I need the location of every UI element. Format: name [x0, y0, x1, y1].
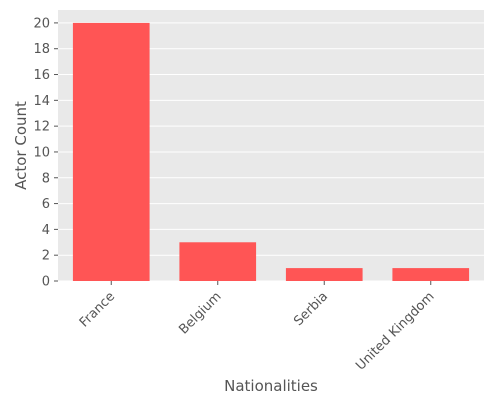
x-tick-label-france: France — [77, 289, 118, 330]
y-tick-label-6: 12 — [33, 120, 50, 135]
x-axis-label: Nationalities — [224, 377, 318, 395]
y-tick-label-9: 18 — [33, 42, 50, 57]
y-tick-label-0: 0 — [42, 275, 50, 290]
bar-belgium — [179, 242, 257, 281]
y-tick-label-4: 8 — [42, 171, 50, 186]
y-tick-label-2: 4 — [42, 223, 50, 238]
y-tick-label-3: 6 — [42, 197, 50, 212]
bar-france — [72, 22, 150, 282]
bars — [72, 22, 470, 282]
x-tick-label-united-kingdom: United Kingdom — [353, 289, 437, 373]
x-tick-label-belgium: Belgium — [176, 289, 224, 337]
y-tick-label-10: 20 — [33, 16, 50, 31]
bar-serbia — [285, 268, 363, 281]
y-tick-label-5: 10 — [33, 145, 50, 160]
bar-united-kingdom — [392, 268, 470, 281]
x-axis-ticks: France Belgium Serbia United Kingdom — [77, 281, 438, 374]
x-tick-label-serbia: Serbia — [291, 289, 331, 329]
y-axis-label: Actor Count — [12, 101, 30, 190]
y-tick-label-7: 14 — [33, 94, 50, 109]
y-axis-ticks: 0 2 4 6 8 10 12 14 16 18 20 — [33, 16, 58, 290]
y-tick-label-1: 2 — [42, 249, 50, 264]
y-tick-label-8: 16 — [33, 68, 50, 83]
